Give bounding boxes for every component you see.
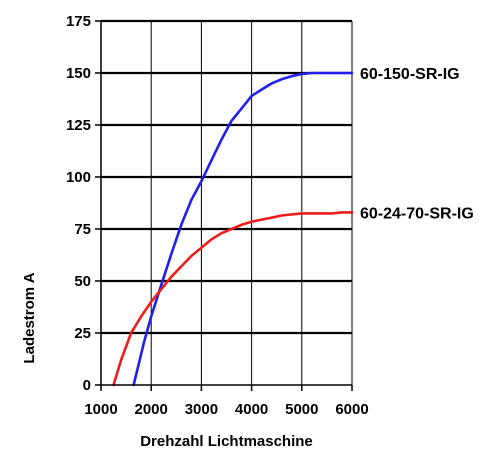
series-lines bbox=[112, 71, 354, 387]
y-tick-label: 25 bbox=[74, 325, 91, 342]
y-tick-label: 0 bbox=[83, 377, 91, 394]
y-tick-label: 175 bbox=[66, 13, 91, 30]
y-axis-title: Ladestrom A bbox=[21, 272, 38, 363]
grid bbox=[101, 19, 353, 385]
y-tick-label: 50 bbox=[74, 273, 91, 290]
y-tick-label: 125 bbox=[66, 117, 91, 134]
x-axis-title: Drehzahl Lichtmaschine bbox=[140, 433, 313, 450]
x-tick-label: 5000 bbox=[285, 401, 318, 418]
x-tick-label: 2000 bbox=[135, 401, 168, 418]
y-tick-label: 75 bbox=[74, 221, 91, 238]
x-tick-label: 3000 bbox=[185, 401, 218, 418]
y-tick-label: 100 bbox=[66, 169, 91, 186]
tick-labels: 0 25 50 75 100 125 150 175 1000 2000 3000 4000 5000 6… bbox=[66, 13, 369, 418]
x-tick-label: 6000 bbox=[335, 401, 368, 418]
series-label-1: 60-24-70-SR-IG bbox=[360, 205, 474, 222]
x-tick-label: 4000 bbox=[235, 401, 268, 418]
y-tick-label: 150 bbox=[66, 65, 91, 82]
series-label-0: 60-150-SR-IG bbox=[360, 66, 460, 83]
series-line-1 bbox=[112, 211, 354, 387]
x-tick-label: 1000 bbox=[84, 401, 117, 418]
series-labels: 60-150-SR-IG 60-24-70-SR-IG bbox=[360, 66, 474, 222]
axes bbox=[95, 20, 353, 391]
